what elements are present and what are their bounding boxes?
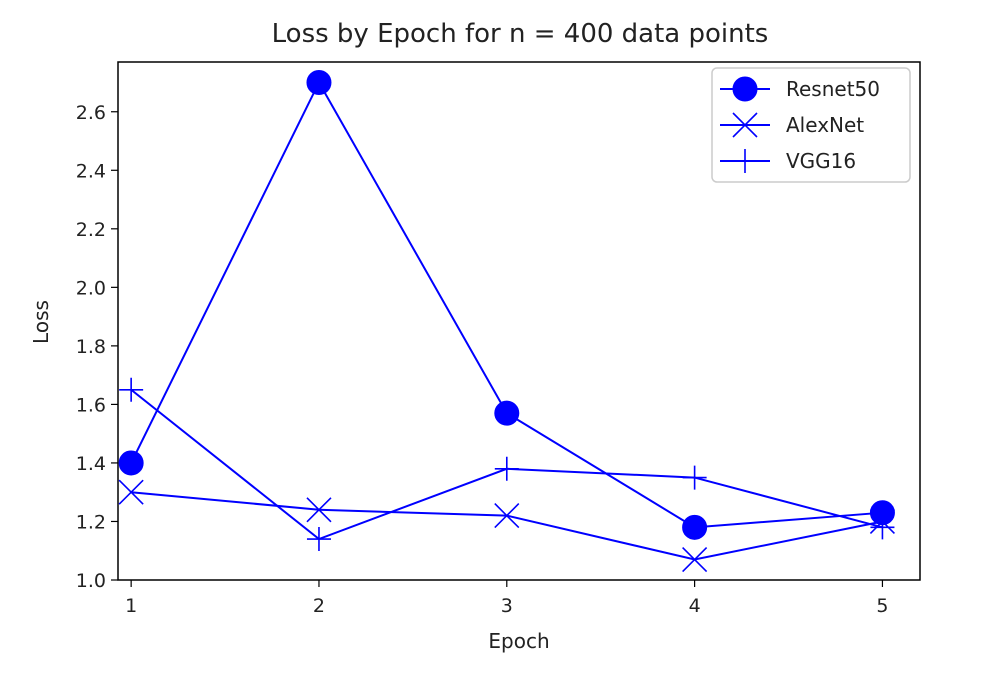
- legend: Resnet50 AlexNet VGG16: [711, 67, 911, 183]
- data-point-resnet50: [118, 450, 144, 476]
- series-layer: [118, 69, 896, 573]
- data-point-alexnet: [118, 479, 144, 505]
- data-point-resnet50: [494, 400, 520, 426]
- series-line-alexnet: [131, 491, 883, 561]
- chart-title: Loss by Epoch for n = 400 data points: [272, 19, 769, 49]
- plot-frame: [117, 61, 921, 581]
- y-tick-label: 2.2: [76, 219, 106, 241]
- legend-marker-resnet50: [732, 76, 758, 102]
- data-point-resnet50: [682, 514, 708, 540]
- y-tick-label: 2.4: [76, 160, 106, 182]
- y-tick-label: 1.8: [76, 336, 106, 358]
- data-point-alexnet: [682, 546, 708, 573]
- series-resnet50: [118, 69, 895, 540]
- data-point-vgg16: [682, 465, 707, 490]
- legend-entry-resnet50: Resnet50: [720, 76, 880, 102]
- x-tick-label: 1: [125, 595, 137, 617]
- data-point-vgg16: [870, 515, 895, 540]
- legend-marker-alexnet: [732, 112, 758, 138]
- series-alexnet: [118, 479, 896, 573]
- legend-marker-vgg16: [733, 149, 757, 173]
- y-tick-label: 1.6: [76, 394, 106, 416]
- x-tick-label: 5: [876, 595, 888, 617]
- y-tick-label: 1.2: [76, 511, 106, 533]
- legend-entry-vgg16: VGG16: [720, 149, 856, 173]
- x-tick-label: 4: [689, 595, 701, 617]
- y-tick-label: 2.6: [76, 102, 106, 124]
- legend-box: [711, 67, 911, 183]
- series-vgg16: [119, 377, 895, 552]
- legend-label-alexnet: AlexNet: [786, 113, 864, 137]
- legend-label-vgg16: VGG16: [786, 149, 856, 173]
- y-axis-label: Loss: [29, 300, 53, 344]
- x-axis-label: Epoch: [488, 629, 549, 653]
- data-point-vgg16: [494, 456, 519, 481]
- data-point-resnet50: [306, 69, 332, 95]
- legend-entries: Resnet50 AlexNet VGG16: [720, 76, 880, 173]
- data-point-alexnet: [306, 497, 332, 523]
- y-tick-label: 2.0: [76, 277, 106, 299]
- y-tick-label: 1.0: [76, 570, 106, 592]
- y-tick-label: 1.4: [76, 453, 106, 475]
- legend-entry-alexnet: AlexNet: [720, 112, 864, 138]
- data-point-vgg16: [119, 377, 144, 402]
- x-tick-label: 3: [501, 595, 513, 617]
- data-point-vgg16: [306, 527, 331, 552]
- x-axis-ticks: 1 2 3 4 5: [125, 580, 888, 617]
- x-tick-label: 2: [313, 595, 325, 617]
- data-point-alexnet: [494, 503, 520, 529]
- legend-label-resnet50: Resnet50: [786, 77, 880, 101]
- y-axis-ticks: 1.0 1.2 1.4 1.6 1.8 2.0 2.2 2.4 2.6: [76, 102, 118, 592]
